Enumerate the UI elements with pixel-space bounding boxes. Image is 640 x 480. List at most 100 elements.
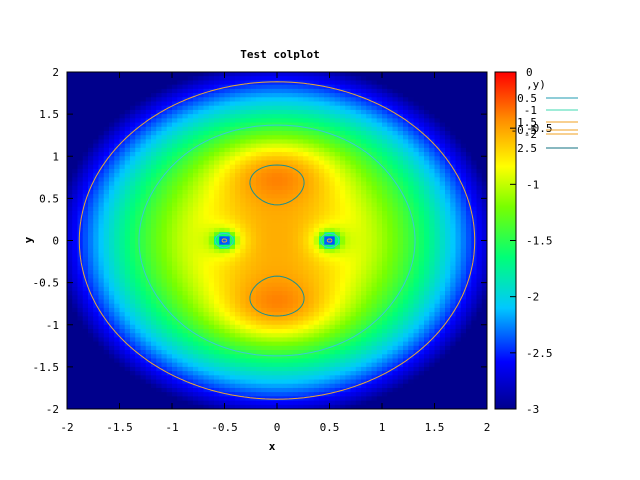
heatmap-cell	[208, 135, 215, 140]
heatmap-cell	[224, 371, 231, 376]
heatmap-cell	[361, 109, 367, 115]
heatmap-cell	[166, 139, 173, 145]
heatmap-cell	[308, 147, 315, 153]
heatmap-cell	[103, 152, 110, 157]
heatmap-cell	[340, 261, 346, 267]
heatmap-cell	[203, 240, 210, 246]
heatmap-cell	[119, 76, 126, 82]
heatmap-cell	[119, 316, 126, 322]
heatmap-cell	[67, 328, 73, 334]
heatmap-cell	[366, 232, 373, 237]
heatmap-cell	[114, 274, 121, 280]
heatmap-cell	[130, 366, 136, 372]
heatmap-cell	[392, 206, 399, 212]
heatmap-cell	[124, 173, 131, 178]
heatmap-cell	[355, 97, 362, 103]
heatmap-cell	[203, 278, 210, 284]
heatmap-cell	[166, 164, 173, 170]
heatmap-cell	[250, 143, 257, 149]
heatmap-cell	[340, 257, 346, 263]
heatmap-cell	[67, 341, 73, 347]
heatmap-cell	[208, 173, 215, 178]
heatmap-cell	[382, 303, 388, 309]
heatmap-cell	[219, 362, 226, 368]
heatmap-cell	[308, 211, 315, 216]
heatmap-cell	[156, 76, 163, 82]
heatmap-cell	[303, 143, 310, 149]
heatmap-cell	[387, 371, 394, 376]
heatmap-cell	[350, 354, 357, 360]
heatmap-cell	[67, 371, 73, 376]
heatmap-cell	[282, 387, 289, 393]
heatmap-cell	[235, 223, 241, 229]
heatmap-cell	[277, 109, 283, 115]
heatmap-cell	[219, 307, 226, 313]
heatmap-cell	[193, 400, 199, 406]
heatmap-cell	[140, 295, 147, 301]
heatmap-cell	[182, 337, 189, 343]
heatmap-cell	[67, 181, 73, 187]
heatmap-cell	[313, 244, 320, 250]
heatmap-cell	[292, 185, 299, 191]
heatmap-cell	[324, 358, 331, 364]
heatmap-cell	[103, 345, 110, 351]
heatmap-cell	[214, 274, 220, 280]
heatmap-cell	[88, 345, 94, 351]
heatmap-cell	[82, 316, 89, 322]
heatmap-cell	[135, 168, 142, 174]
heatmap-cell	[324, 211, 331, 216]
heatmap-cell	[376, 139, 383, 145]
heatmap-cell	[156, 253, 163, 258]
heatmap-cell	[103, 177, 110, 183]
heatmap-cell	[303, 185, 310, 191]
heatmap-cell	[77, 181, 84, 187]
heatmap-cell	[371, 189, 378, 195]
heatmap-cell	[261, 185, 268, 191]
heatmap-cell	[340, 291, 346, 296]
heatmap-cell	[145, 274, 152, 280]
heatmap-cell	[387, 223, 394, 229]
heatmap-cell	[103, 139, 110, 145]
heatmap-cell	[161, 177, 168, 183]
heatmap-cell	[229, 333, 236, 338]
heatmap-cell	[371, 114, 378, 119]
heatmap-cell	[292, 278, 299, 284]
heatmap-cell	[208, 375, 215, 381]
heatmap-cell	[240, 312, 247, 317]
heatmap-cell	[345, 202, 352, 208]
heatmap-cell	[392, 173, 399, 178]
heatmap-cell	[67, 135, 73, 140]
heatmap-cell	[277, 261, 283, 267]
heatmap-cell	[88, 341, 94, 347]
heatmap-cell	[193, 181, 199, 187]
heatmap-cell	[319, 109, 325, 115]
heatmap-cell	[103, 173, 110, 178]
heatmap-cell	[177, 248, 184, 254]
heatmap-cell	[282, 147, 289, 153]
heatmap-cell	[334, 173, 341, 178]
heatmap-cell	[256, 362, 262, 368]
heatmap-cell	[203, 299, 210, 305]
heatmap-cell	[151, 316, 157, 322]
heatmap-cell	[93, 152, 100, 157]
heatmap-cell	[219, 387, 226, 393]
heatmap-cell	[130, 194, 136, 199]
heatmap-cell	[103, 147, 110, 153]
heatmap-cell	[130, 299, 136, 305]
heatmap-cell	[145, 143, 152, 149]
heatmap-cell	[313, 202, 320, 208]
heatmap-cell	[240, 248, 247, 254]
heatmap-cell	[187, 72, 194, 77]
heatmap-cell	[392, 160, 399, 166]
heatmap-cell	[387, 202, 394, 208]
heatmap-cell	[277, 168, 283, 174]
heatmap-cell	[345, 181, 352, 187]
heatmap-cell	[219, 371, 226, 376]
heatmap-cell	[93, 278, 100, 284]
heatmap-cell	[382, 202, 388, 208]
heatmap-cell	[72, 177, 79, 183]
heatmap-cell	[387, 265, 394, 271]
heatmap-cell	[334, 240, 341, 246]
heatmap-cell	[345, 379, 352, 385]
heatmap-cell	[382, 76, 388, 82]
